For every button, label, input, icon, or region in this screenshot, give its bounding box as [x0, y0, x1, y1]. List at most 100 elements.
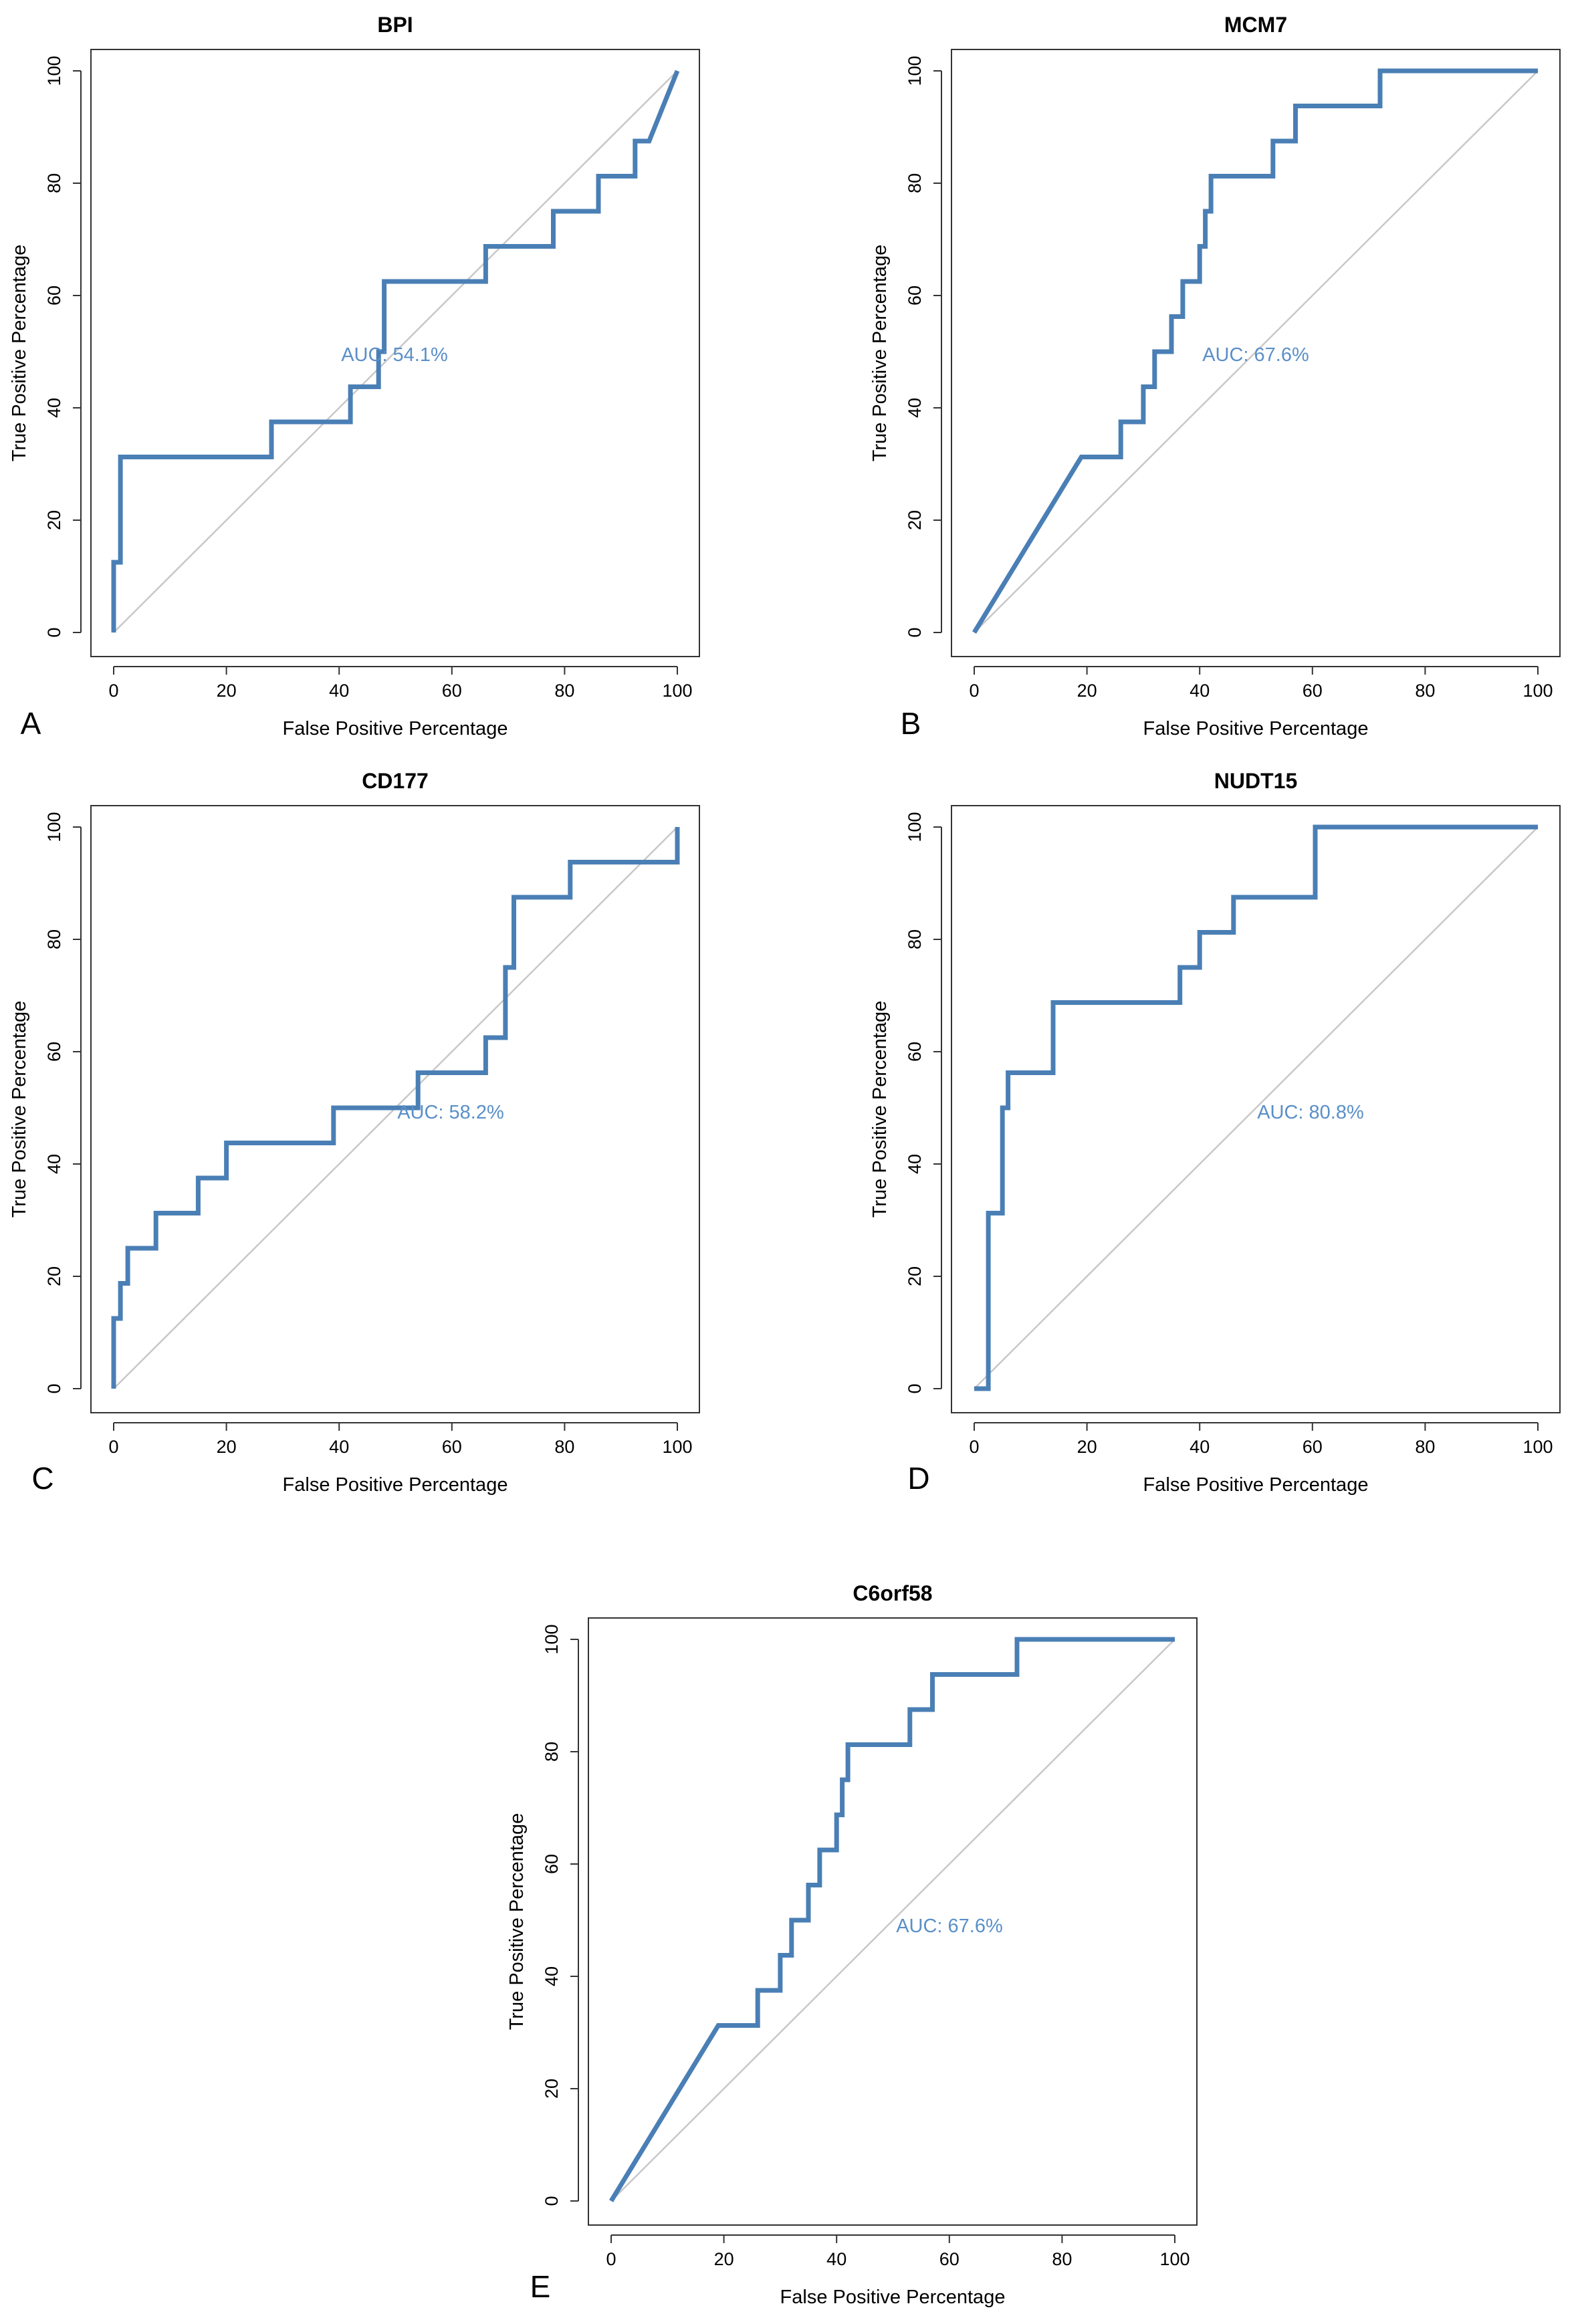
x-axis-label: False Positive Percentage — [283, 718, 508, 739]
y-tick-label: 60 — [905, 1042, 925, 1062]
plot-frame — [951, 805, 1561, 1413]
y-tick-label: 100 — [44, 812, 64, 842]
panel-letter: C — [31, 1461, 53, 1496]
chart-title: C6orf58 — [853, 1581, 932, 1605]
y-tick-label: 100 — [542, 1624, 562, 1654]
chart-title: NUDT15 — [1214, 769, 1297, 793]
reference-diagonal — [974, 826, 1539, 1389]
x-tick-label: 60 — [1303, 1437, 1323, 1457]
x-tick-label: 0 — [108, 1437, 118, 1457]
roc-curve-mcm7 — [972, 68, 1538, 634]
roc-curve-cd177 — [111, 827, 680, 1389]
y-axis-label: True Positive Percentage — [869, 1001, 891, 1218]
x-tick-label: 40 — [329, 1437, 349, 1457]
x-tick-label: 0 — [969, 681, 979, 701]
y-tick-label: 60 — [542, 1854, 562, 1874]
auc-label: AUC: 54.1% — [341, 344, 448, 366]
roc-panel-b: 0 20 40 60 80 100 0 20 40 60 80 100 MCM7 False Positi… — [869, 13, 1561, 741]
y-tick-label: 0 — [44, 627, 64, 637]
y-tick-label: 80 — [905, 929, 925, 949]
panel-letter: D — [907, 1461, 929, 1496]
plot-frame — [951, 49, 1561, 657]
roc-panel-d: 0 20 40 60 80 100 0 20 40 60 80 100 NUDT15 False Posi… — [869, 769, 1561, 1496]
chart-title: MCM7 — [1224, 13, 1287, 37]
y-axis-label: True Positive Percentage — [9, 245, 30, 462]
y-axis-label: True Positive Percentage — [506, 1813, 528, 2030]
x-tick-label: 40 — [1190, 681, 1210, 701]
y-tick-label: 80 — [542, 1742, 562, 1762]
x-axis-label: False Positive Percentage — [1143, 1474, 1369, 1496]
plot-frame — [588, 1617, 1198, 2226]
x-tick-label: 40 — [329, 681, 349, 701]
y-tick-label: 80 — [44, 173, 64, 193]
x-tick-label: 0 — [606, 2249, 616, 2269]
plot-frame — [90, 49, 700, 657]
x-tick-label: 20 — [217, 681, 237, 701]
x-tick-label: 80 — [554, 1437, 574, 1457]
y-tick-label: 60 — [44, 285, 64, 306]
y-tick-label: 40 — [44, 1154, 64, 1174]
x-axis-label: False Positive Percentage — [1143, 718, 1369, 739]
auc-label: AUC: 67.6% — [896, 1915, 1003, 1937]
chart-title: BPI — [377, 13, 413, 37]
y-tick-label: 0 — [542, 2196, 562, 2206]
x-tick-label: 60 — [442, 1437, 462, 1457]
y-tick-label: 60 — [44, 1042, 64, 1062]
y-tick-label: 20 — [905, 1266, 925, 1286]
y-tick-label: 100 — [44, 55, 64, 86]
x-tick-label: 20 — [1077, 1437, 1097, 1457]
auc-label: AUC: 80.8% — [1257, 1102, 1364, 1123]
panel-letter: E — [530, 2269, 551, 2304]
reference-diagonal — [974, 70, 1539, 633]
y-tick-label: 60 — [905, 285, 925, 306]
y-tick-label: 0 — [44, 1383, 64, 1393]
y-tick-label: 0 — [905, 627, 925, 637]
panel-letter: A — [21, 706, 41, 741]
x-tick-label: 100 — [662, 681, 692, 701]
x-tick-label: 80 — [1415, 681, 1435, 701]
y-tick-label: 40 — [44, 398, 64, 418]
y-tick-label: 100 — [905, 812, 925, 842]
x-tick-label: 20 — [217, 1437, 237, 1457]
y-tick-label: 40 — [905, 1154, 925, 1174]
y-axis-label: True Positive Percentage — [9, 1001, 30, 1218]
y-tick-label: 20 — [44, 510, 64, 530]
y-tick-label: 20 — [44, 1266, 64, 1286]
roc-curve-nudt15 — [974, 824, 1538, 1391]
x-axis-label: False Positive Percentage — [780, 2287, 1006, 2308]
y-tick-label: 100 — [905, 55, 925, 86]
x-tick-label: 60 — [939, 2249, 960, 2269]
x-tick-label: 100 — [1159, 2249, 1190, 2269]
reference-diagonal — [610, 1639, 1175, 2202]
panel-letter: B — [901, 706, 921, 741]
y-tick-label: 0 — [905, 1383, 925, 1393]
y-tick-label: 80 — [905, 173, 925, 193]
x-tick-label: 20 — [714, 2249, 734, 2269]
x-tick-label: 100 — [1523, 681, 1553, 701]
y-tick-label: 40 — [905, 398, 925, 418]
x-tick-label: 0 — [969, 1437, 979, 1457]
y-tick-label: 40 — [542, 1966, 562, 1986]
x-tick-label: 40 — [826, 2249, 847, 2269]
chart-title: CD177 — [362, 769, 429, 793]
x-tick-label: 80 — [1052, 2249, 1072, 2269]
roc-curve-c6orf58 — [609, 1637, 1175, 2202]
y-tick-label: 20 — [542, 2079, 562, 2099]
auc-label: AUC: 58.2% — [397, 1102, 504, 1123]
x-tick-label: 60 — [442, 681, 462, 701]
x-tick-label: 0 — [108, 681, 118, 701]
plot-frame — [90, 805, 700, 1413]
x-tick-label: 80 — [554, 681, 574, 701]
roc-panel-a: 0 20 40 60 80 100 0 20 40 60 80 100 BPI False Positiv… — [9, 13, 700, 741]
x-tick-label: 40 — [1190, 1437, 1210, 1457]
x-tick-label: 100 — [1523, 1437, 1553, 1457]
x-axis-label: False Positive Percentage — [283, 1474, 508, 1496]
x-tick-label: 100 — [662, 1437, 692, 1457]
reference-diagonal — [113, 70, 678, 633]
y-tick-label: 20 — [905, 510, 925, 530]
y-axis-label: True Positive Percentage — [869, 245, 891, 462]
y-tick-label: 80 — [44, 929, 64, 949]
x-tick-label: 80 — [1415, 1437, 1435, 1457]
